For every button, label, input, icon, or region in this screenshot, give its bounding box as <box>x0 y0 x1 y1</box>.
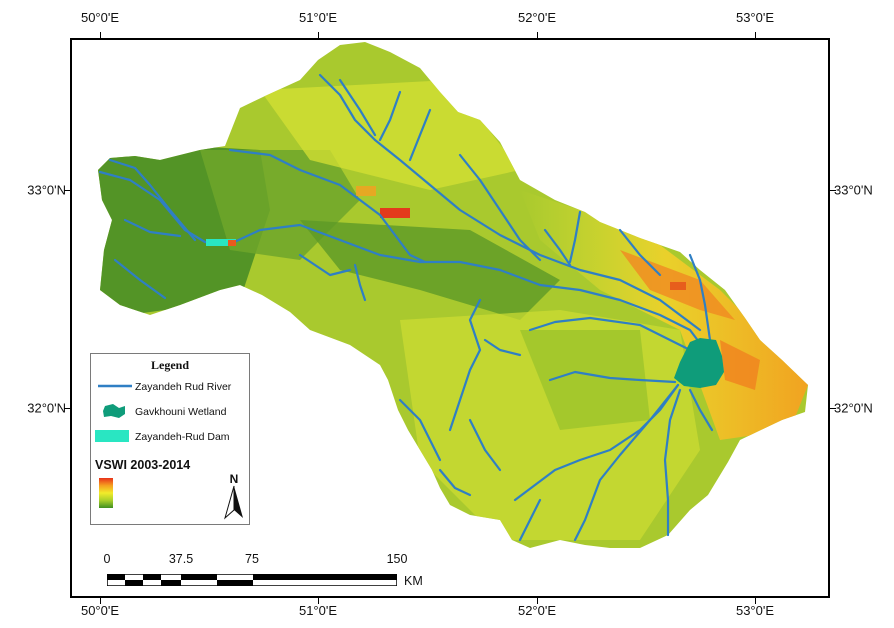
zayandeh-rud-dam <box>206 239 236 246</box>
longitude-label-bottom-53e: 53°0'E <box>735 603 775 618</box>
river-legend-symbol <box>98 384 132 388</box>
legend-label-river: Zayandeh Rud River <box>135 381 232 393</box>
tick-bottom-51e <box>318 598 319 604</box>
tick-bottom-52e <box>537 598 538 604</box>
tick-left-32n <box>64 408 70 409</box>
tick-top-51e <box>318 32 319 38</box>
gavkhouni-wetland <box>674 338 724 388</box>
scale-label-150: 150 <box>386 552 408 566</box>
scale-label-0: 0 <box>103 552 111 566</box>
tick-bottom-50e <box>100 598 101 604</box>
vswi-index-title: VSWI 2003-2014 <box>95 458 191 472</box>
tick-right-33n <box>830 190 836 191</box>
legend-title: Legend <box>150 358 189 372</box>
vswi-color-ramp <box>99 478 113 508</box>
longitude-label-bottom-51e: 51°0'E <box>298 603 338 618</box>
tick-right-32n <box>830 408 836 409</box>
wetland-legend-symbol <box>103 404 125 418</box>
legend-label-dam: Zayandeh-Rud Dam <box>135 431 230 443</box>
zayandeh-rud-river-network <box>98 73 714 542</box>
scale-unit-label: KM <box>404 574 423 588</box>
tick-top-52e <box>537 32 538 38</box>
latitude-label-right-32n: 32°0'N <box>834 400 873 416</box>
tick-left-33n <box>64 190 70 191</box>
north-label: N <box>230 472 239 486</box>
legend: Legend Zayandeh Rud River Gavkhouni Wetl… <box>90 353 250 525</box>
tick-top-50e <box>100 32 101 38</box>
dam-legend-symbol <box>95 430 129 442</box>
scale-label-37-5: 37.5 <box>168 552 194 566</box>
longitude-label-top-53e: 53°0'E <box>735 10 775 25</box>
longitude-label-top-50e: 50°0'E <box>80 10 120 25</box>
longitude-label-top-52e: 52°0'E <box>517 10 557 25</box>
scale-label-75: 75 <box>245 552 259 566</box>
longitude-label-bottom-50e: 50°0'E <box>80 603 120 618</box>
tick-top-53e <box>755 32 756 38</box>
scale-bar <box>107 574 397 586</box>
legend-label-wetland: Gavkhouni Wetland <box>135 406 227 418</box>
latitude-label-left-32n: 32°0'N <box>27 400 66 416</box>
latitude-label-right-33n: 33°0'N <box>834 182 873 198</box>
latitude-label-left-33n: 33°0'N <box>27 182 66 198</box>
north-arrow-icon: N <box>224 472 243 520</box>
longitude-label-top-51e: 51°0'E <box>298 10 338 25</box>
dam-marker <box>228 240 236 246</box>
tick-bottom-53e <box>755 598 756 604</box>
longitude-label-bottom-52e: 52°0'E <box>517 603 557 618</box>
